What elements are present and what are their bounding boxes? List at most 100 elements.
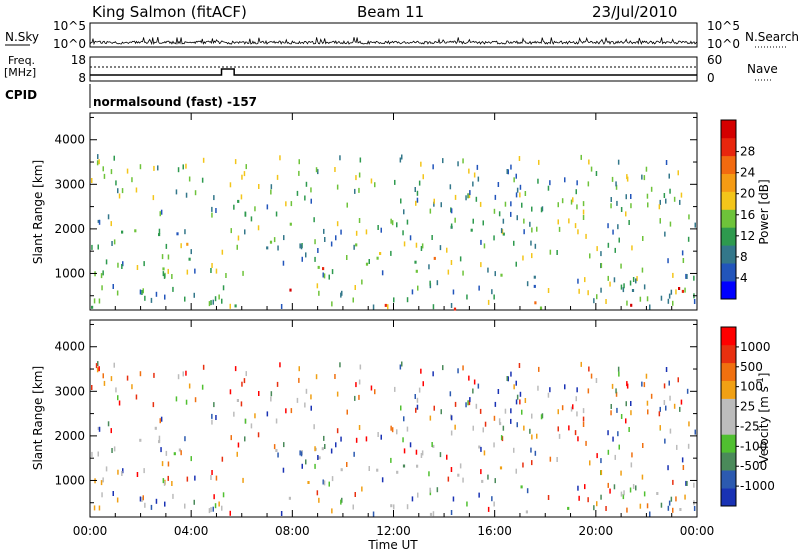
velocity-scatter-cell [279,362,281,368]
velocity-scatter-cell [100,480,103,486]
velocity-scatter-cell [139,496,142,502]
power-scatter-cell [641,174,643,180]
power-scatter-cell [334,167,336,172]
power-scatter-cell [494,194,497,200]
power-scatter-cell [230,228,232,234]
power-scatter-cell [372,304,375,310]
power-cell [134,229,137,233]
velocity-scatter-cell [193,499,195,505]
power-cell [533,284,536,288]
power-scatter-cell [185,192,188,198]
velocity-scatter-cell [646,503,649,509]
power-scatter-cell [91,178,93,183]
velocity-scatter-cell [355,437,358,443]
power-scatter-cell [468,168,470,174]
velocity-scatter-cell [482,427,484,433]
power-scatter-cell [236,244,238,250]
power-scatter-cell [538,159,540,165]
velocity-scatter-cell [98,366,100,372]
velocity-scatter-cell [487,474,489,480]
velocity-scatter-cell [322,479,324,485]
velocity-scatter-cell [645,373,648,379]
velocity-scatter-cell [578,495,580,501]
power-scatter-cell [476,164,479,170]
velocity-scatter-cell [162,478,165,484]
velocity-scatter-cell [153,372,155,378]
velocity-scatter-cell [450,430,453,436]
velocity-scatter-cell [462,477,464,483]
power-scatter-cell [615,181,617,187]
velocity-scatter-cell [620,414,623,419]
station-title: King Salmon (fitACF) [92,3,247,21]
power-cell [630,303,633,307]
velocity-scatter-cell [359,364,362,370]
power-panel-frame [89,112,698,311]
power-scatter-cell [409,235,412,241]
velocity-scatter-cell [537,385,539,391]
power-scatter-cell [472,181,474,187]
power-scatter-cell [159,211,161,217]
velocity-scatter-cell [339,362,341,368]
velocity-scatter-cell [182,371,184,377]
power-scatter-cell [100,273,103,279]
power-scatter-cell [643,175,646,181]
velocity-scatter-cell [420,368,422,374]
power-scatter-cell [558,226,561,232]
nave-label: Nave [747,62,778,76]
velocity-scatter-cell [208,508,211,514]
power-colorbar-segment [721,245,736,264]
velocity-scatter-cell [643,491,646,497]
power-scatter-cell [659,218,661,224]
velocity-scatter-cell [254,413,256,419]
power-colorbar-tick-label: 16 [740,208,755,222]
velocity-scatter-cell [172,493,174,499]
power-colorbar: 4 8 12 16 20 24 28 [720,119,755,300]
power-scatter-cell [215,268,218,274]
power-scatter-cell [493,235,495,241]
velocity-scatter-cell [577,436,579,442]
velocity-colorbar-tick-label: -500 [740,459,767,473]
power-colorbar-segment [721,173,736,192]
power-scatter-cell [568,218,570,224]
power-colorbar-tick-label: 8 [740,250,748,264]
power-scatter-cell [391,220,394,226]
velocity-scatter-cell [313,424,315,430]
velocity-scatter-cell [547,392,550,398]
power-scatter-cell [250,216,253,222]
velocity-cell [390,504,393,508]
power-scatter-cell [188,176,191,182]
power-scatter-cell [298,170,300,176]
power-scatter-cell [610,203,612,209]
power-ytick-label: 2000 [54,222,85,236]
velocity-scatter-cell [340,436,342,442]
velocity-scatter-cell [296,397,299,403]
velocity-scatter-cell [117,395,119,401]
power-scatter-cell [341,290,343,296]
power-scatter-cell [418,180,421,186]
velocity-scatter-cell [515,380,517,386]
power-scatter-cell [135,187,138,193]
power-scatter-cell [600,287,602,293]
xtick-label: 16:00 [477,524,512,538]
power-scatter-cell [415,242,418,248]
velocity-scatter-cell [462,365,464,371]
power-scatter-cell [305,181,308,187]
power-scatter-cell [163,273,166,279]
velocity-scatter-cell [668,380,670,386]
velocity-scatter-cell [582,422,585,427]
power-scatter-cell [411,289,414,295]
velocity-scatter-cell [650,393,653,399]
velocity-scatter-cell [432,511,435,517]
freq-tick-bottom: 8 [78,71,86,85]
power-scatter-cell [317,169,319,175]
velocity-scatter-cell [641,474,644,480]
power-scatter-cell [642,236,644,241]
velocity-scatter-cell [472,388,474,394]
power-scatter-cell [282,260,285,266]
velocity-scatter-cell [529,428,531,434]
power-scatter-cell [266,204,269,210]
power-scatter-cell [693,275,695,281]
velocity-scatter-cell [526,488,529,494]
power-scatter-cell [331,269,334,275]
power-scatter-cell [526,281,529,287]
